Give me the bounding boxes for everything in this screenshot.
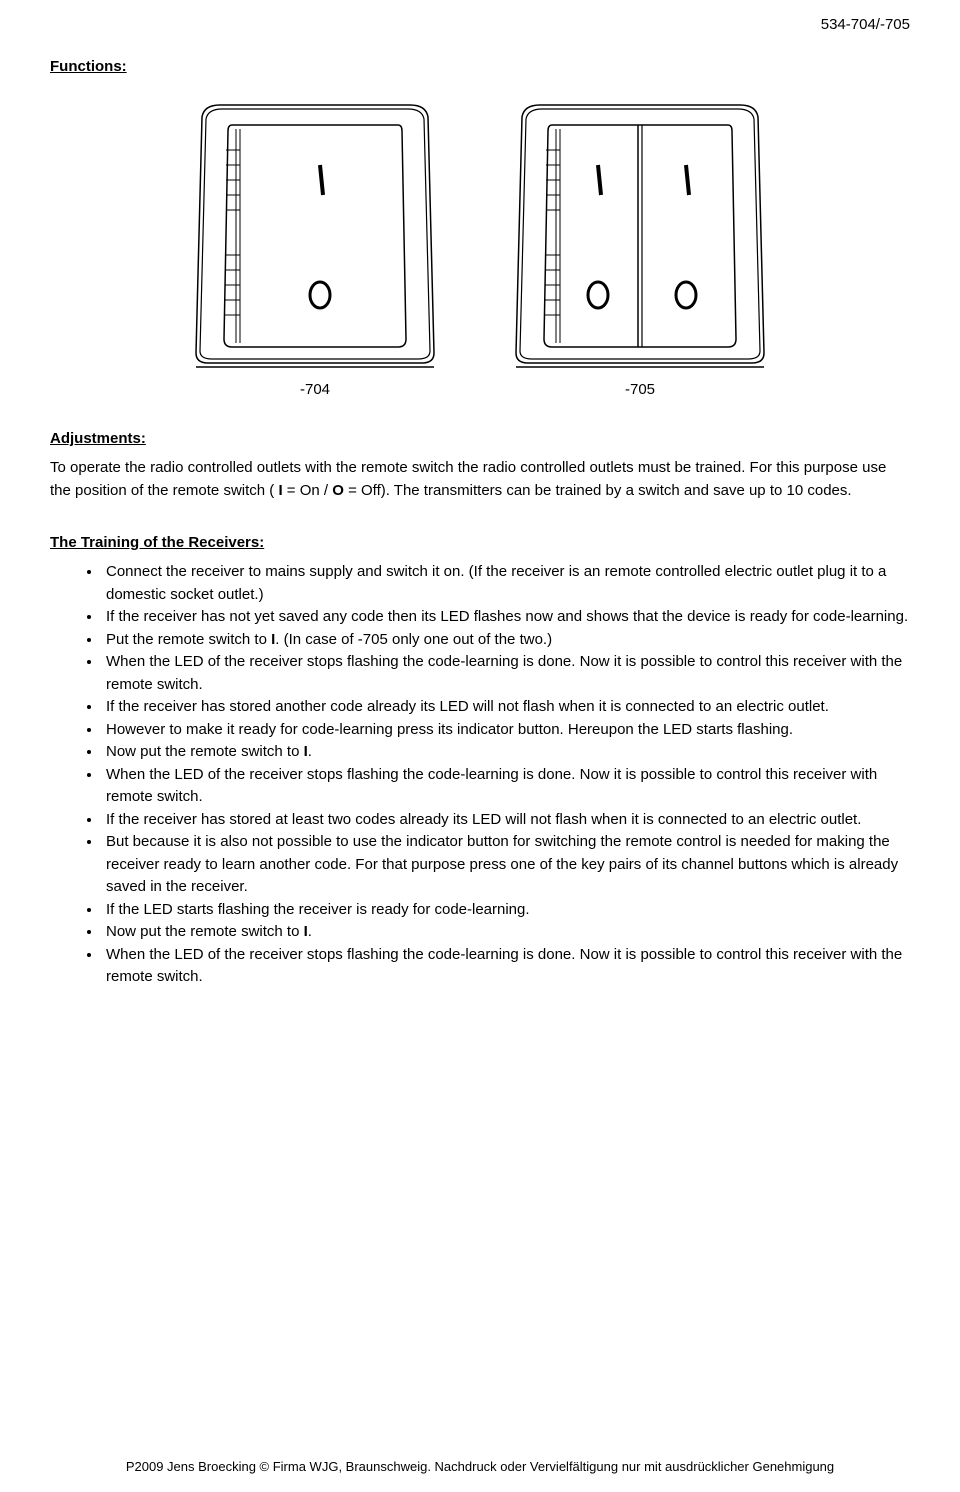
switch-705-icon [510, 95, 770, 375]
training-bullet: If the receiver has not yet saved any co… [102, 606, 910, 629]
training-bullet: Connect the receiver to mains supply and… [102, 561, 910, 606]
footer-copyright: P2009 Jens Broecking © Firma WJG, Brauns… [0, 1459, 960, 1474]
training-bullet: But because it is also not possible to u… [102, 831, 910, 899]
header-product-code: 534-704/-705 [821, 16, 910, 33]
training-bullet: Put the remote switch to I. (In case of … [102, 629, 910, 652]
training-bullet: If the LED starts flashing the receiver … [102, 899, 910, 922]
training-bullet: If the receiver has stored at least two … [102, 809, 910, 832]
diagram-704: -704 [190, 95, 440, 398]
functions-heading: Functions: [50, 58, 910, 75]
training-bullet: When the LED of the receiver stops flash… [102, 651, 910, 696]
diagram-704-label: -704 [190, 381, 440, 398]
switch-704-icon [190, 95, 440, 375]
adj-text-c: = On / [283, 482, 333, 499]
training-bullet: Now put the remote switch to I. [102, 741, 910, 764]
training-bullet: Now put the remote switch to I. [102, 921, 910, 944]
training-heading: The Training of the Receivers: [50, 534, 910, 551]
training-bullet-list: Connect the receiver to mains supply and… [50, 561, 910, 989]
adj-text-O: O [332, 482, 344, 499]
diagram-705-label: -705 [510, 381, 770, 398]
training-bullet: When the LED of the receiver stops flash… [102, 764, 910, 809]
adj-text-e: = Off). The transmitters can be trained … [344, 482, 852, 499]
diagram-row: -704 [50, 95, 910, 398]
adjustments-paragraph: To operate the radio controlled outlets … [50, 457, 910, 502]
diagram-705: -705 [510, 95, 770, 398]
adjustments-heading: Adjustments: [50, 430, 910, 447]
training-bullet: When the LED of the receiver stops flash… [102, 944, 910, 989]
training-bullet: If the receiver has stored another code … [102, 696, 910, 719]
training-bullet: However to make it ready for code-learni… [102, 719, 910, 742]
